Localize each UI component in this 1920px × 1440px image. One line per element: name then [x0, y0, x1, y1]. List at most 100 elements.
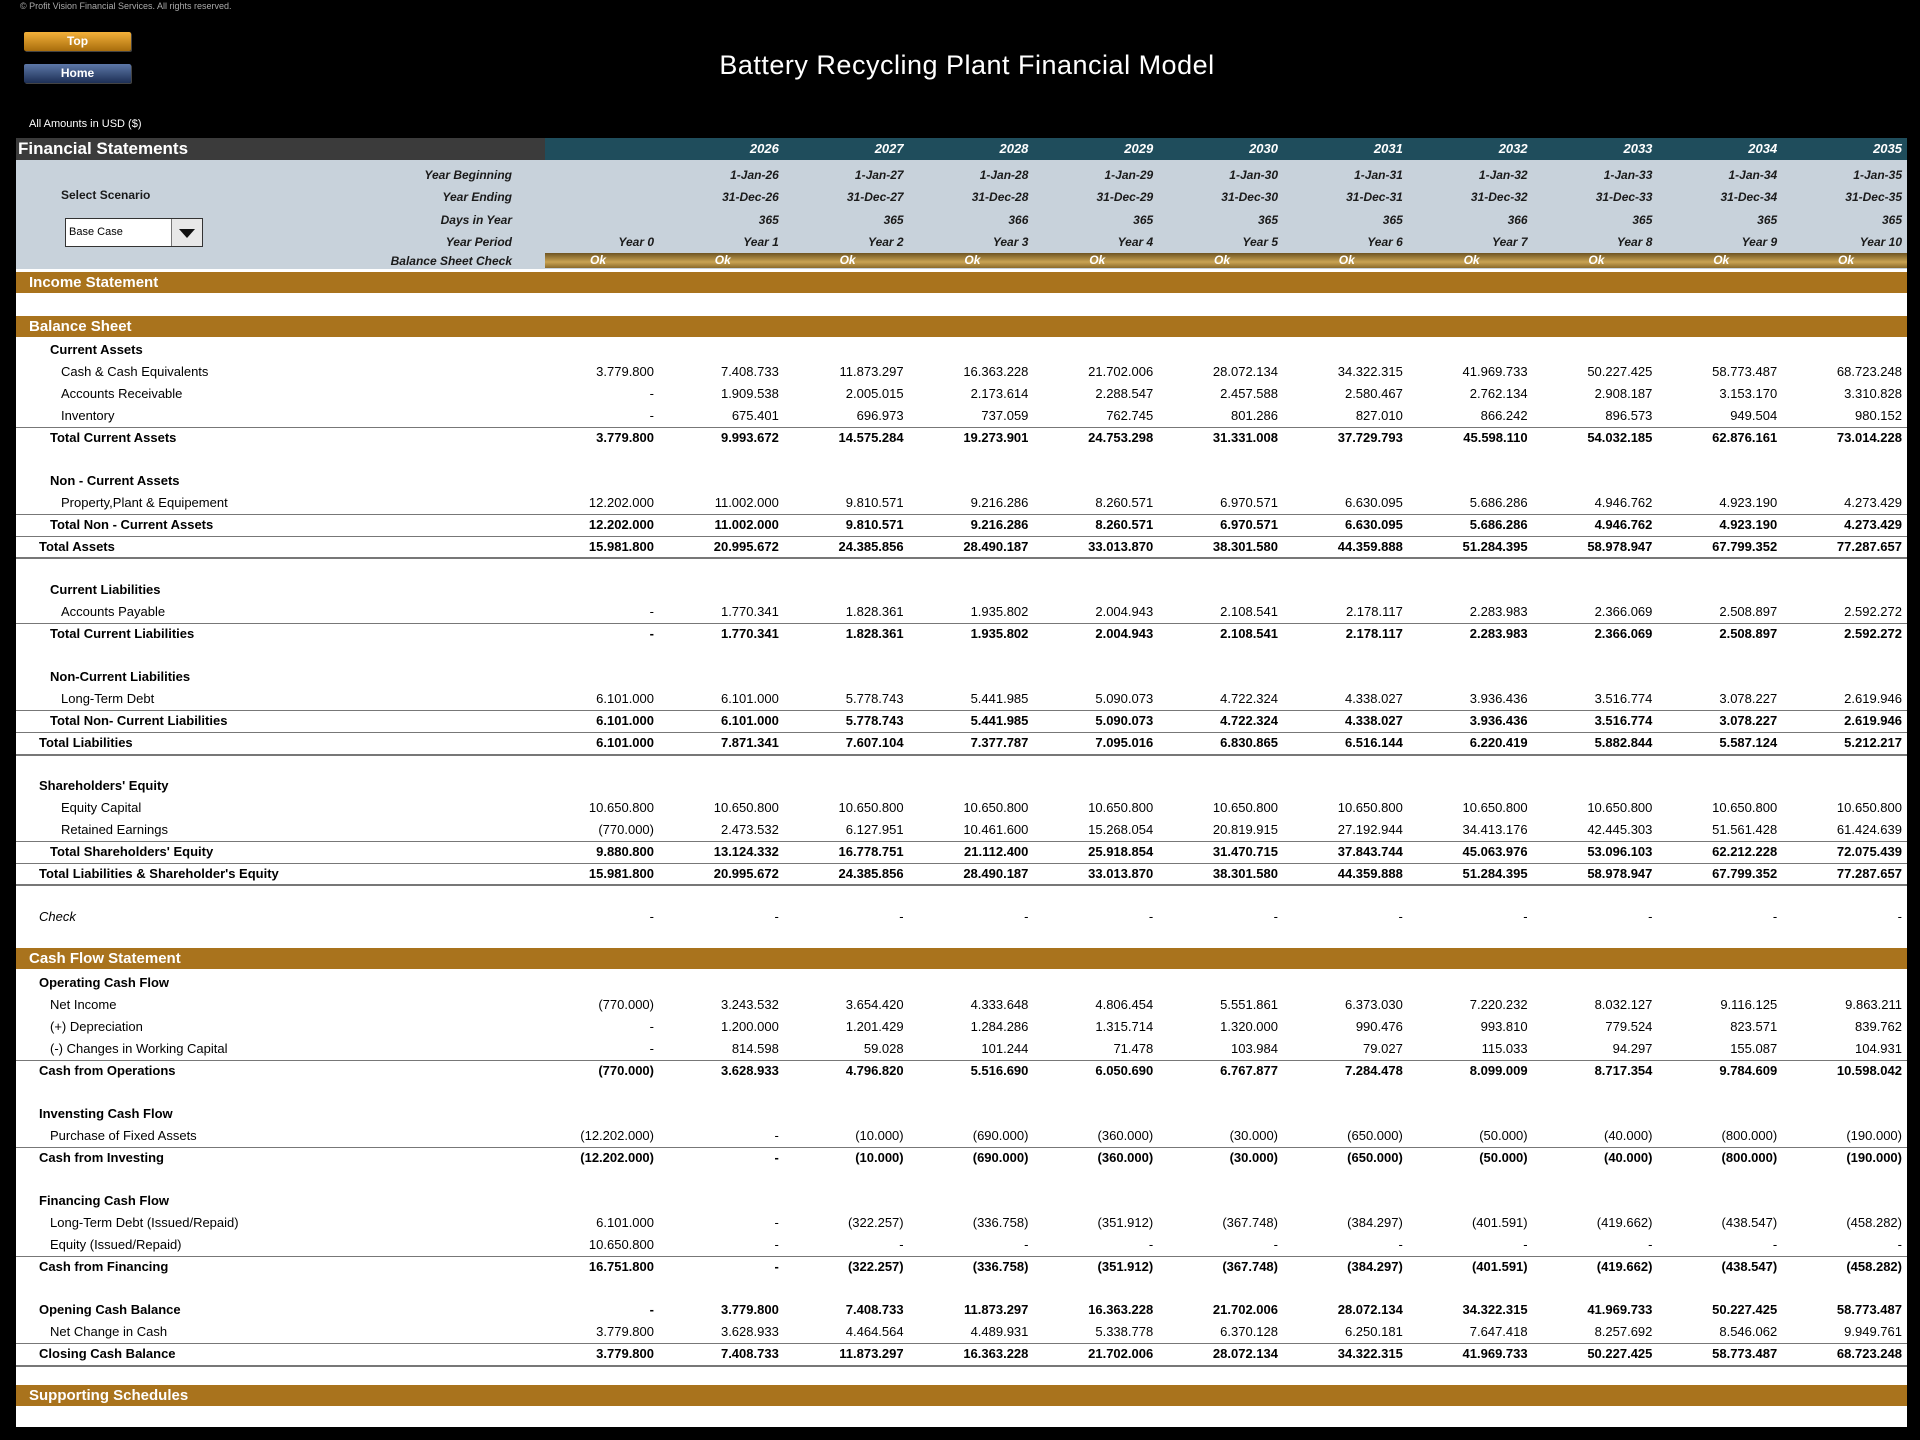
- select-label: Select Scenario: [61, 188, 151, 202]
- row-value: -: [774, 1149, 779, 1165]
- row-label: Shareholders' Equity: [39, 778, 169, 794]
- row-value: 2.173.614: [970, 385, 1029, 401]
- row-value: 6.373.030: [1344, 997, 1403, 1013]
- row-rule: [16, 622, 1907, 624]
- timeline-value: 365: [1632, 213, 1653, 227]
- row-rule: [16, 1146, 1907, 1148]
- row-value: 31.470.715: [1212, 843, 1278, 859]
- row-value: 10.650.800: [838, 800, 904, 816]
- timeline-value: Year 9: [1741, 235, 1778, 249]
- row-value: 41.969.733: [1462, 364, 1528, 380]
- row-value: (322.257): [847, 1258, 904, 1274]
- row-value: 2.178.117: [1345, 625, 1403, 641]
- row-value: 10.650.800: [1212, 800, 1278, 816]
- row-value: 5.090.073: [1095, 691, 1154, 707]
- row-value: 827.010: [1355, 407, 1403, 423]
- row-value: 7.647.418: [1469, 1324, 1528, 1340]
- row-rule: [16, 426, 1907, 428]
- row-value: 24.753.298: [1088, 429, 1154, 445]
- row-label: Cash from Financing: [39, 1258, 169, 1274]
- row-value: 7.408.733: [845, 1302, 904, 1318]
- row-value: 79.027: [1363, 1040, 1403, 1056]
- row-value: -: [649, 1302, 654, 1318]
- row-value: (40.000): [1603, 1149, 1653, 1165]
- row-value: 8.260.571: [1095, 516, 1154, 532]
- row-value: 9.216.286: [970, 516, 1029, 532]
- timeline-label: Days in Year: [440, 213, 512, 227]
- dropdown-arrow[interactable]: [171, 219, 202, 246]
- row-value: (360.000): [1097, 1127, 1154, 1143]
- row-value: 5.516.690: [970, 1062, 1029, 1078]
- row-value: 8.260.571: [1095, 494, 1154, 510]
- row-value: 2.473.532: [720, 821, 779, 837]
- row-value: 50.227.425: [1587, 364, 1653, 380]
- row-value: 5.882.844: [1594, 734, 1653, 750]
- timeline-value: 31-Dec-26: [722, 190, 779, 204]
- timeline-value: 1-Jan-28: [979, 168, 1029, 182]
- row-value: 15.981.800: [588, 865, 654, 881]
- top-button[interactable]: Top: [24, 32, 131, 51]
- row-value: (800.000): [1721, 1127, 1778, 1143]
- row-value: 50.227.425: [1587, 1345, 1653, 1361]
- row-label: Non-Current Liabilities: [50, 669, 191, 685]
- row-value: 6.830.865: [1220, 734, 1278, 750]
- row-value: 10.650.800: [1712, 800, 1778, 816]
- row-value: (336.758): [972, 1215, 1029, 1231]
- row-value: 696.973: [856, 407, 904, 423]
- row-value: 14.575.284: [838, 429, 904, 445]
- section-title: Financial Statements: [18, 139, 189, 158]
- row-value: 24.385.856: [838, 538, 904, 554]
- row-value: 6.101.000: [596, 691, 654, 707]
- row-value: 4.338.027: [1344, 712, 1403, 728]
- row-value: 6.101.000: [596, 1215, 654, 1231]
- row-value: 6.101.000: [596, 712, 654, 728]
- check-value: Ok: [714, 253, 731, 267]
- row-value: 6.050.690: [1095, 1062, 1154, 1078]
- row-value: 44.359.888: [1337, 865, 1403, 881]
- row-value: -: [1897, 1236, 1902, 1252]
- row-value: 45.063.976: [1462, 843, 1528, 859]
- section-title: Cash Flow Statement: [29, 950, 181, 967]
- row-rule: [16, 1342, 1907, 1344]
- scenario-dropdown[interactable]: Base Case: [65, 218, 203, 247]
- row-value: 2.457.588: [1220, 385, 1278, 401]
- row-label: Current Liabilities: [50, 582, 161, 598]
- row-value: 45.598.110: [1463, 429, 1528, 445]
- row-value: 3.779.800: [720, 1302, 779, 1318]
- row-label: Total Assets: [39, 538, 115, 554]
- row-label: Invensting Cash Flow: [39, 1106, 173, 1122]
- row-value: (690.000): [972, 1127, 1029, 1143]
- row-value: 9.863.211: [1845, 997, 1902, 1013]
- row-value: 58.978.947: [1587, 538, 1653, 554]
- row-value: 62.212.228: [1712, 843, 1778, 859]
- copyright: © Profit Vision Financial Services. All …: [20, 1, 232, 11]
- row-label: Cash from Investing: [39, 1149, 164, 1165]
- row-label: Retained Earnings: [61, 821, 168, 837]
- row-value: -: [1024, 909, 1029, 925]
- row-value: (50.000): [1479, 1149, 1528, 1165]
- row-value: 980.152: [1855, 407, 1902, 423]
- timeline-label: Year Period: [445, 235, 512, 249]
- timeline-value: 1-Jan-33: [1603, 168, 1653, 182]
- row-value: (384.297): [1347, 1215, 1403, 1231]
- row-value: (770.000): [598, 997, 654, 1013]
- row-value: 9.880.800: [596, 843, 654, 859]
- row-value: 31.331.008: [1212, 429, 1278, 445]
- row-value: -: [1648, 1236, 1653, 1252]
- row-value: 5.686.286: [1469, 516, 1528, 532]
- row-value: 4.722.324: [1220, 691, 1278, 707]
- home-button[interactable]: Home: [24, 64, 131, 83]
- row-value: 4.273.429: [1844, 494, 1902, 510]
- row-value: (384.297): [1347, 1258, 1403, 1274]
- row-label: Check: [39, 909, 76, 925]
- row-value: 2.178.117: [1345, 603, 1403, 619]
- row-value: (367.748): [1222, 1258, 1278, 1274]
- row-value: 4.806.454: [1095, 997, 1154, 1013]
- row-value: 68.723.248: [1836, 1345, 1902, 1361]
- year-header: 2030: [1249, 141, 1278, 156]
- row-value: 67.799.352: [1712, 538, 1778, 554]
- row-value: (30.000): [1229, 1149, 1278, 1165]
- section-title: Income Statement: [29, 274, 159, 291]
- row-value: 2.283.983: [1469, 603, 1528, 619]
- row-value: 10.650.800: [1088, 800, 1154, 816]
